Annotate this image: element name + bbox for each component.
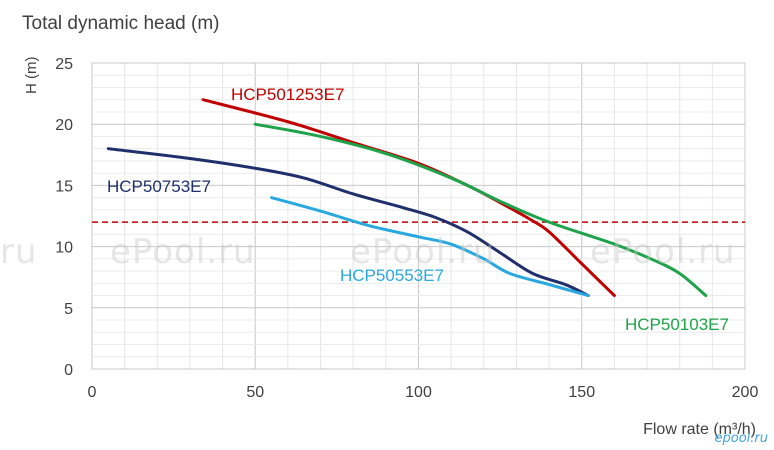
y-tick-label: 20	[55, 117, 73, 134]
axes: 0 50 100 150 200 0 5 10 15 20 25	[55, 56, 758, 401]
x-tick-label: 200	[732, 384, 759, 401]
series-line-hcp50103e7	[253, 122, 708, 298]
series-line-hcp50553e7	[270, 196, 590, 298]
series-label: HCP50753E7	[107, 177, 211, 196]
series-line-hcp50753e7	[106, 147, 590, 298]
y-tick-label: 15	[55, 178, 73, 195]
y-tick-label: 5	[64, 301, 73, 318]
x-axis-label: Flow rate (m³/h)	[643, 421, 756, 438]
y-tick-label: 10	[55, 240, 73, 257]
x-tick-label: 0	[88, 384, 97, 401]
chart-title: Total dynamic head (m)	[22, 13, 219, 34]
grid	[91, 62, 746, 370]
y-tick-label: 25	[55, 56, 73, 73]
y-axis-label: H (m)	[23, 57, 40, 95]
series-lines	[92, 98, 745, 298]
x-tick-label: 100	[405, 384, 432, 401]
series-label: HCP50103E7	[625, 315, 729, 334]
x-tick-label: 50	[246, 384, 264, 401]
x-tick-label: 150	[568, 384, 595, 401]
series-labels: HCP501253E7 HCP50103E7 HCP50753E7 HCP50553E…	[107, 85, 729, 334]
series-label: HCP50553E7	[340, 266, 444, 285]
site-logo: epool.ru	[714, 431, 769, 446]
y-tick-label: 0	[64, 362, 73, 379]
series-label: HCP501253E7	[231, 85, 344, 104]
